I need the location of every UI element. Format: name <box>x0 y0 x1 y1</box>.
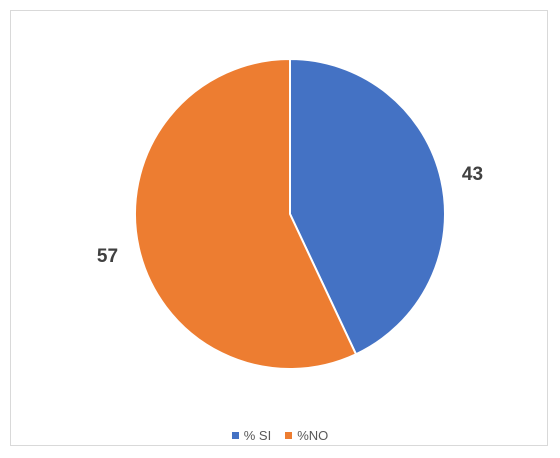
legend-swatch-si <box>231 432 239 439</box>
legend-label-no: %NO <box>297 428 329 443</box>
legend: % SI %NO <box>0 428 560 443</box>
data-label-no: 57 <box>97 246 118 267</box>
pie-slice-no <box>134 57 358 370</box>
pie-slice-si <box>289 57 446 356</box>
legend-item-si: % SI <box>231 428 272 443</box>
data-label-si: 43 <box>462 164 483 185</box>
legend-item-no: %NO <box>285 428 328 443</box>
legend-swatch-no <box>285 432 293 439</box>
legend-label-si: % SI <box>243 428 272 443</box>
